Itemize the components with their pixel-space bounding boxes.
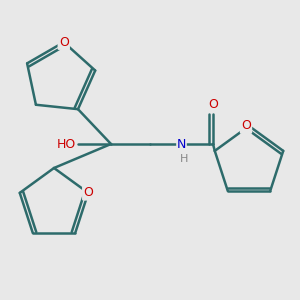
- Text: O: O: [83, 186, 93, 200]
- Text: N: N: [177, 137, 186, 151]
- Text: H: H: [180, 154, 189, 164]
- Text: O: O: [208, 98, 218, 112]
- Text: O: O: [59, 36, 69, 49]
- Text: HO: HO: [56, 137, 76, 151]
- Text: O: O: [241, 119, 251, 133]
